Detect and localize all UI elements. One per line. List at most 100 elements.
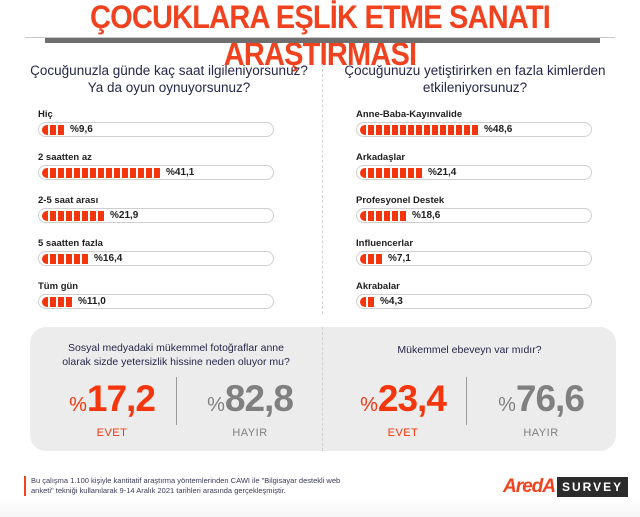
bar-track: %16,4	[38, 251, 274, 266]
bar-segment	[376, 253, 382, 264]
social-media-panel: Sosyal medyadaki mükemmel fotoğraflar an…	[30, 327, 322, 451]
bar-segment	[50, 210, 56, 221]
bar-segment	[74, 167, 80, 178]
bar-segment	[82, 253, 88, 264]
bar-fill	[360, 253, 384, 264]
bar-item: Tüm gün %11,0	[38, 280, 274, 323]
bar-segment	[82, 210, 88, 221]
bar-segment	[368, 253, 374, 264]
bar-fill	[360, 124, 480, 135]
bar-segment	[138, 167, 144, 178]
bar-segment	[368, 124, 374, 135]
no-value: 76,6	[515, 378, 585, 419]
stat-divider	[176, 377, 177, 425]
bar-segment	[50, 167, 56, 178]
bar-segment	[146, 167, 152, 178]
bar-fill	[42, 210, 106, 221]
bar-segment	[42, 253, 48, 264]
bar-label: Profesyonel Destek	[356, 195, 445, 206]
bar-value: %11,0	[78, 296, 106, 307]
bar-item: 2-5 saat arası %21,9	[38, 194, 274, 237]
percent-sign: %	[69, 394, 87, 416]
bar-segment	[424, 124, 430, 135]
bar-segment	[368, 296, 374, 307]
bar-segment	[98, 167, 104, 178]
bar-label: Anne-Baba-Kayınvalide	[356, 109, 463, 120]
bar-segment	[82, 167, 88, 178]
bar-fill	[360, 167, 424, 178]
influence-question: Çocuğunuzu yetiştirirken en fazla kimler…	[344, 63, 606, 95]
bar-track: %21,9	[38, 208, 274, 223]
bar-segment	[416, 124, 422, 135]
no-value: 82,8	[224, 378, 294, 419]
bar-segment	[416, 167, 422, 178]
bar-fill	[42, 253, 90, 264]
bar-segment	[122, 167, 128, 178]
bar-segment	[66, 253, 72, 264]
bar-item: Profesyonel Destek %18,6	[356, 194, 592, 237]
bar-item: Hiç %9,6	[38, 108, 274, 151]
bar-fill	[42, 167, 162, 178]
social-media-question: Sosyal medyadaki mükemmel fotoğraflar an…	[62, 342, 290, 368]
bar-fill	[360, 210, 408, 221]
bar-value: %41,1	[166, 167, 195, 178]
bar-segment	[42, 124, 48, 135]
bar-item: Influencerlar %7,1	[356, 237, 592, 280]
bar-track: %11,0	[38, 294, 274, 309]
yes-value: 17,2	[86, 378, 156, 419]
yes-label: EVET	[96, 427, 128, 439]
bar-segment	[98, 210, 104, 221]
social-media-yes-stat: %17,2 EVET	[52, 378, 172, 440]
bar-fill	[360, 296, 376, 307]
bar-fill	[42, 124, 66, 135]
bar-segment	[360, 253, 366, 264]
bar-item: Arkadaşlar %21,4	[356, 151, 592, 194]
bar-segment	[360, 296, 366, 307]
bar-fill	[42, 296, 74, 307]
bar-segment	[90, 167, 96, 178]
bar-label: 2 saatten az	[38, 152, 92, 163]
hours-chart: Çocuğunuzla günde kaç saat ilgileniyorsu…	[24, 62, 314, 323]
bar-segment	[384, 167, 390, 178]
bar-item: 5 saatten fazla %16,4	[38, 237, 274, 280]
bar-track: %9,6	[38, 122, 274, 137]
methodology-footnote: Bu çalışma 1.100 kişiyle kantitatif araş…	[24, 476, 364, 496]
bar-label: Influencerlar	[356, 238, 414, 249]
bar-segment	[58, 253, 64, 264]
bar-label: Hiç	[38, 109, 53, 120]
bar-segment	[90, 210, 96, 221]
bar-segment	[66, 167, 72, 178]
bar-segment	[384, 210, 390, 221]
bar-segment	[376, 167, 382, 178]
hours-items: Hiç %9,6 2 saatten az %41,1 2-5 saat arası %2…	[24, 108, 314, 323]
bar-segment	[472, 124, 478, 135]
bar-value: %48,6	[484, 124, 513, 135]
bar-item: Anne-Baba-Kayınvalide %48,6	[356, 108, 592, 151]
no-label: HAYIR	[232, 427, 268, 439]
bar-track: %21,4	[356, 165, 592, 180]
bar-segment	[432, 124, 438, 135]
areda-survey-logo: AredA SURVEY	[503, 476, 629, 497]
bar-track: %7,1	[356, 251, 592, 266]
bar-label: Arkadaşlar	[356, 152, 406, 163]
bar-segment	[464, 124, 470, 135]
bar-segment	[384, 124, 390, 135]
logo-brand: AredA	[503, 476, 556, 497]
bar-item: Akrabalar %4,3	[356, 280, 592, 323]
no-label: HAYIR	[523, 427, 559, 439]
bar-label: 2-5 saat arası	[38, 195, 99, 206]
bar-track: %4,3	[356, 294, 592, 309]
influence-chart: Çocuğunuzu yetiştirirken en fazla kimler…	[330, 62, 620, 323]
bar-segment	[376, 124, 382, 135]
bar-segment	[66, 296, 72, 307]
bar-track: %48,6	[356, 122, 592, 137]
bar-value: %18,6	[412, 210, 441, 221]
perfect-parent-yes-stat: %23,4 EVET	[343, 379, 463, 440]
influence-items: Anne-Baba-Kayınvalide %48,6 Arkadaşlar %21,…	[330, 108, 620, 323]
bar-segment	[58, 210, 64, 221]
bar-segment	[448, 124, 454, 135]
bar-segment	[392, 124, 398, 135]
bar-segment	[456, 124, 462, 135]
bar-label: Tüm gün	[38, 281, 79, 292]
bar-segment	[130, 167, 136, 178]
